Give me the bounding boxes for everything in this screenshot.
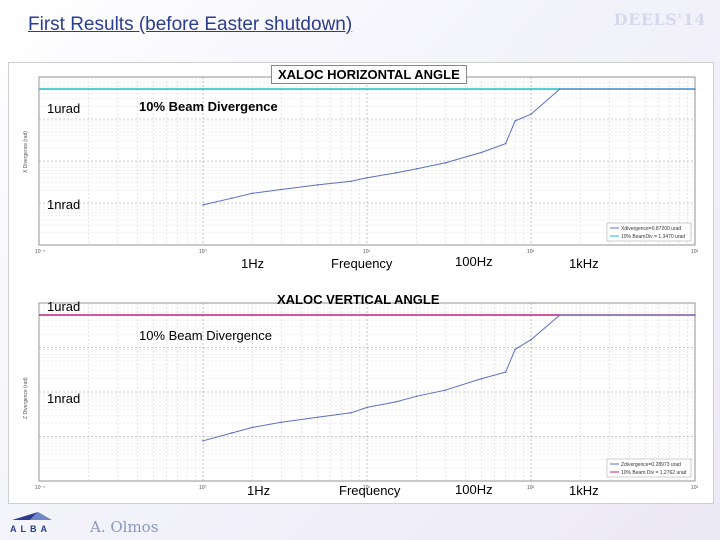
data-point-horizontal	[395, 172, 397, 174]
legend-entry-vertical: Zdivergence=0.28973 urad	[621, 462, 681, 468]
ytick-1nrad-horizontal: 1nrad	[47, 197, 81, 212]
data-point-vertical	[202, 440, 204, 442]
xtick-1hz-horizontal: 1Hz	[241, 256, 265, 271]
charts-svg: Xdivergence=0.87200 urad 10% BeamDiv = 1.…	[35, 76, 699, 491]
data-point-horizontal	[415, 168, 418, 170]
xtick-decade-horizontal: 10³	[691, 249, 699, 255]
data-point-vertical	[514, 348, 516, 351]
data-point-vertical	[480, 377, 483, 380]
data-point-horizontal	[316, 184, 319, 186]
ytick-1urad-horizontal: 1urad	[47, 101, 81, 116]
legend-box-horizontal	[606, 222, 692, 242]
ylabel-horizontal: X Divergence (rad)	[23, 131, 29, 173]
legend-entry-vertical: 10% Beam Div = 1.2762 urad	[621, 470, 687, 476]
xtick-decade-vertical: 10²	[527, 485, 535, 491]
data-point-vertical	[280, 421, 283, 423]
data-point-horizontal	[530, 113, 532, 116]
annotation-horizontal: 10% Beam Divergence	[139, 99, 278, 114]
data-point-horizontal	[579, 88, 582, 90]
xtick-decade-horizontal: 10²	[527, 249, 535, 255]
data-point-horizontal	[694, 88, 696, 90]
data-point-horizontal	[444, 162, 447, 164]
logo-text: ALBA	[10, 524, 51, 534]
data-point-horizontal	[504, 142, 507, 145]
slide-title: First Results (before Easter shutdown)	[28, 14, 353, 35]
chart-panel: Xdivergence=0.87200 urad 10% BeamDiv = 1.…	[8, 62, 714, 504]
xtick-1khz-horizontal: 1kHz	[569, 256, 599, 271]
xlabel-vertical: Frequency	[339, 483, 401, 498]
ylabel-vertical: Z Divergence (rad)	[23, 377, 29, 419]
xtick-1hz-vertical: 1Hz	[247, 483, 271, 498]
data-point-vertical	[530, 338, 532, 341]
data-point-vertical	[395, 401, 397, 403]
data-point-vertical	[415, 395, 418, 398]
data-point-horizontal	[559, 88, 561, 90]
xtick-100hz-vertical: 100Hz	[455, 482, 493, 497]
data-point-vertical	[579, 314, 582, 316]
xtick-decade-horizontal: 10⁰	[199, 249, 207, 255]
legend-entry-horizontal: Xdivergence=0.87200 urad	[621, 226, 681, 232]
conference-tag: DEELS'14	[613, 10, 706, 29]
xtick-decade-horizontal: 10¹	[363, 249, 371, 255]
data-point-horizontal	[202, 204, 204, 206]
legend-entry-horizontal: 10% BeamDiv = 1.3470 urad	[621, 234, 685, 240]
data-point-horizontal	[644, 88, 647, 90]
xtick-decade-vertical: 10⁰	[199, 485, 207, 491]
data-point-vertical	[366, 406, 368, 409]
data-point-vertical	[251, 426, 254, 429]
data-point-horizontal	[514, 120, 516, 122]
xtick-1khz-vertical: 1kHz	[569, 483, 599, 498]
data-point-vertical	[231, 432, 233, 434]
data-point-vertical	[316, 416, 319, 419]
ytick-1nrad-vertical: 1nrad	[47, 391, 81, 406]
data-point-vertical	[350, 412, 352, 414]
chart-title-horizontal: XALOC HORIZONTAL ANGLE	[271, 65, 467, 84]
legend-box-vertical	[606, 458, 692, 478]
data-point-horizontal	[608, 88, 611, 90]
data-point-vertical	[504, 371, 507, 373]
alba-logo: ALBA	[10, 512, 52, 534]
data-point-vertical	[608, 314, 611, 316]
data-point-horizontal	[251, 192, 254, 195]
xtick-decade-vertical: 10⁻¹	[35, 485, 45, 491]
annotation-vertical: 10% Beam Divergence	[139, 328, 272, 343]
xtick-100hz-horizontal: 100Hz	[455, 254, 493, 269]
data-point-horizontal	[480, 151, 483, 154]
data-point-horizontal	[350, 180, 352, 183]
data-point-horizontal	[366, 176, 368, 179]
xtick-decade-horizontal: 10⁻¹	[35, 249, 45, 255]
ytick-1urad-vertical: 1urad	[47, 299, 81, 314]
data-point-vertical	[559, 314, 561, 316]
xlabel-horizontal: Frequency	[331, 256, 393, 271]
data-point-vertical	[644, 314, 647, 316]
data-point-vertical	[444, 389, 447, 391]
chart-title-vertical: XALOC VERTICAL ANGLE	[277, 292, 440, 307]
data-point-horizontal	[280, 188, 283, 191]
data-point-horizontal	[231, 197, 233, 200]
xtick-decade-vertical: 10¹	[363, 485, 371, 491]
xtick-decade-vertical: 10³	[691, 485, 699, 491]
data-point-vertical	[694, 314, 696, 316]
author: A. Olmos	[90, 518, 159, 536]
